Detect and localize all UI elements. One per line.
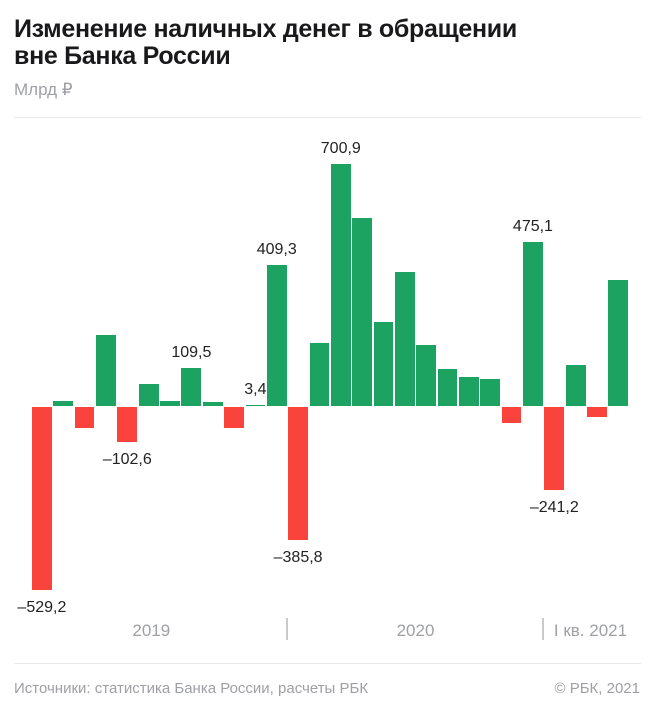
bar-value-label: –385,8 [273, 549, 323, 567]
bar-2020-5 [373, 321, 394, 406]
top-divider [14, 117, 641, 118]
page-title-line1: Изменение наличных денег в обращении [14, 15, 517, 43]
bar-I-кв-2021-4 [608, 279, 629, 406]
axis-section-tick [541, 618, 544, 640]
bar-2020-10 [480, 379, 501, 406]
bar-I-кв-2021-2 [565, 364, 586, 406]
bar-2020-8 [437, 369, 458, 406]
bar-2020-6 [394, 271, 415, 406]
axis-section-tick [285, 618, 288, 640]
bar-2019-10 [224, 407, 244, 428]
bar-2019-12 [266, 264, 287, 406]
bar-I-кв-2021-1 [544, 407, 565, 491]
bar-2020-2 [309, 342, 330, 406]
bar-value-label: 409,3 [256, 240, 297, 258]
bar-value-label: 700,9 [320, 139, 361, 157]
bar-2020-1 [288, 407, 308, 541]
bar-2019-8 [181, 368, 202, 406]
page-title: Изменение наличных денег в обращении вне… [14, 16, 634, 70]
copyright-note: © РБК, 2021 [554, 680, 640, 697]
bar-value-label: 109,5 [171, 344, 212, 362]
sources-note: Источники: статистика Банка России, расч… [14, 680, 369, 697]
bar-2020-9 [459, 376, 479, 406]
y-axis-unit-label: Млрд ₽ [14, 80, 73, 99]
bar-2019-2 [53, 401, 74, 406]
x-axis-label-2020: 2020 [396, 621, 435, 640]
bar-value-label: –102,6 [102, 451, 152, 469]
bar-value-label: –529,2 [17, 598, 67, 616]
x-axis-label-I-кв-2021: I кв. 2021 [553, 621, 628, 640]
bar-2019-4 [96, 334, 116, 406]
bar-2020-3 [330, 163, 351, 406]
bar-2019-1 [32, 407, 52, 590]
bar-2019-11 [245, 404, 266, 406]
bar-2019-9 [202, 401, 223, 406]
bar-2020-11 [501, 407, 522, 423]
bar-2019-6 [138, 383, 159, 406]
footer-divider [14, 663, 641, 664]
bar-2019-5 [117, 407, 138, 443]
bar-I-кв-2021-3 [587, 407, 607, 417]
bar-2019-3 [74, 407, 95, 428]
bar-value-label: 475,1 [512, 217, 553, 235]
bar-2020-7 [416, 344, 437, 406]
bar-value-label: 3,4 [244, 380, 267, 398]
bar-value-label: –241,2 [529, 499, 579, 517]
x-axis-label-2019: 2019 [132, 621, 171, 640]
bar-2019-7 [160, 400, 180, 406]
bar-2020-12 [523, 241, 543, 406]
page-title-line2: вне Банка России [14, 42, 231, 70]
bar-2020-4 [352, 218, 373, 406]
